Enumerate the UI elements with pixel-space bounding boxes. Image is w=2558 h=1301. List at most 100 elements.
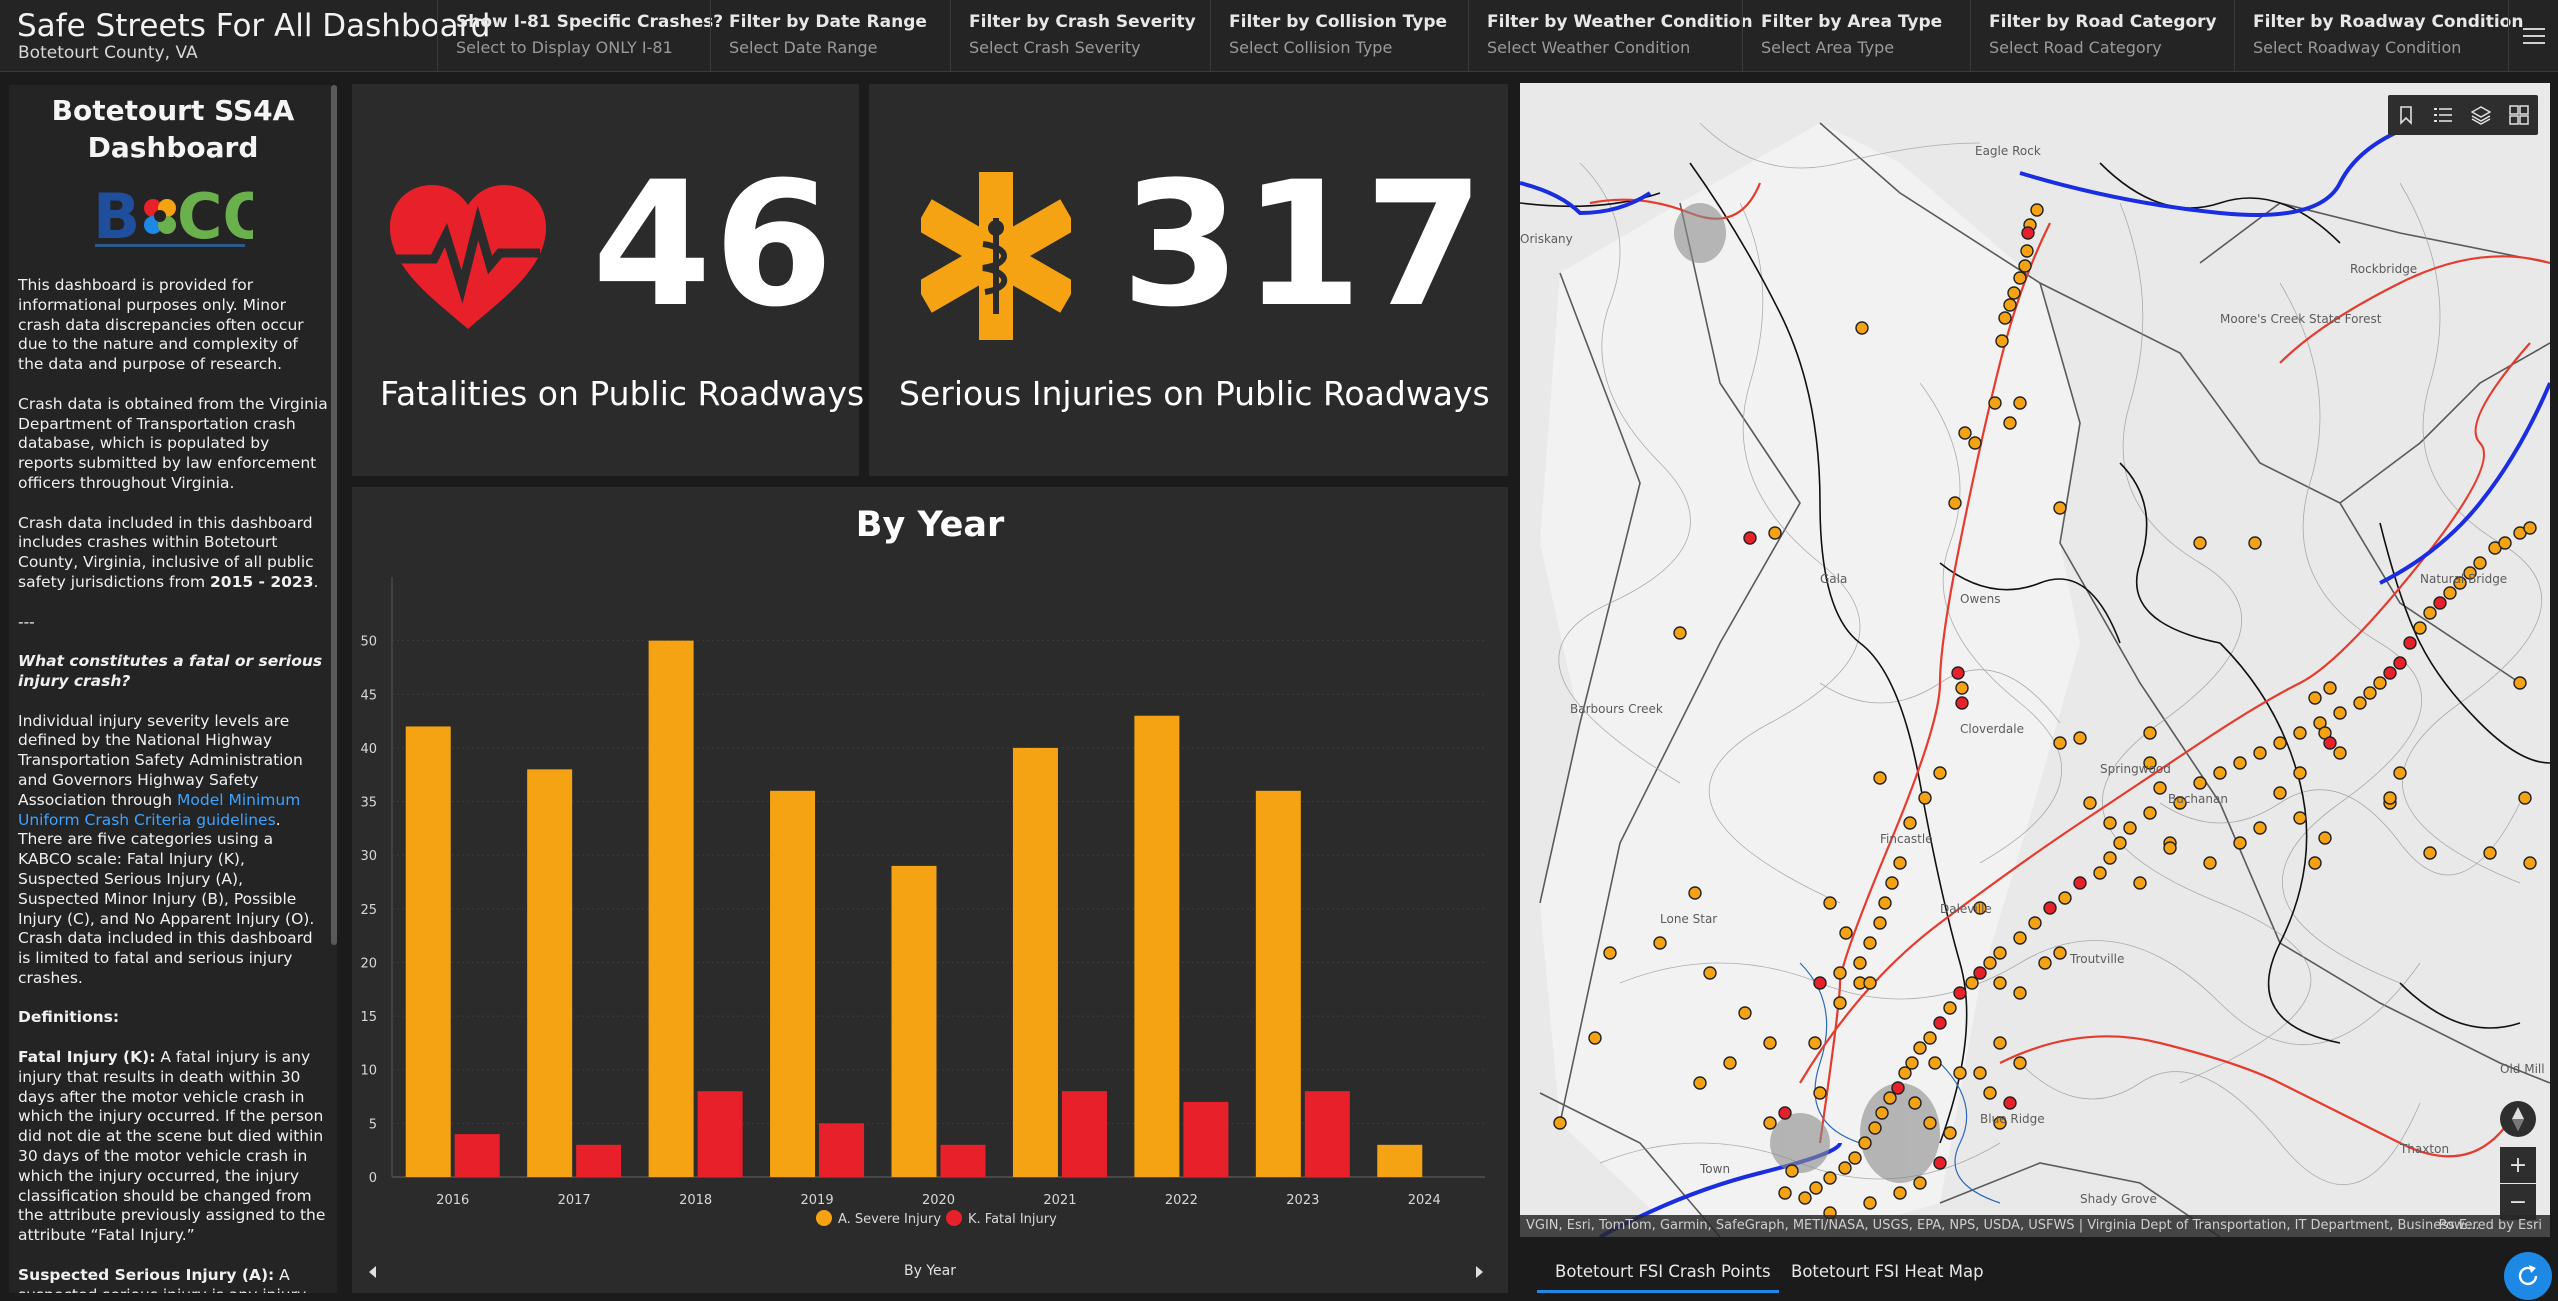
severe-crash-point[interactable] (2443, 586, 2457, 600)
severe-crash-point[interactable] (1953, 1066, 1967, 1080)
severe-crash-point[interactable] (2013, 931, 2027, 945)
powered-by-esri[interactable]: Powered by Esri (2438, 1218, 2542, 1233)
severe-crash-point[interactable] (1855, 321, 1869, 335)
severe-crash-point[interactable] (1858, 1136, 1872, 1150)
bar-severe-2020[interactable] (891, 865, 937, 1177)
severe-crash-point[interactable] (1839, 926, 1853, 940)
crash-map[interactable]: Eagle Rock Buchanan Moore's Creek State … (1520, 83, 2550, 1237)
severe-crash-point[interactable] (1948, 496, 1962, 510)
severe-crash-point[interactable] (1673, 626, 1687, 640)
severe-crash-point[interactable] (1883, 1091, 1897, 1105)
bar-fatal-2021[interactable] (1061, 1091, 1107, 1177)
filter-date-range[interactable]: Filter by Date Range Select Date Range (710, 0, 950, 72)
filter-crash-severity[interactable]: Filter by Crash Severity Select Crash Se… (950, 0, 1210, 72)
severe-crash-point[interactable] (2498, 536, 2512, 550)
severe-crash-point[interactable] (1873, 771, 1887, 785)
severe-crash-point[interactable] (1763, 1116, 1777, 1130)
fatal-crash-point[interactable] (2003, 1096, 2017, 1110)
severe-crash-point[interactable] (2058, 891, 2072, 905)
severe-crash-point[interactable] (1923, 1116, 1937, 1130)
severe-crash-point[interactable] (1933, 766, 1947, 780)
severe-crash-point[interactable] (2143, 806, 2157, 820)
severe-crash-point[interactable] (1873, 916, 1887, 930)
severe-crash-point[interactable] (1838, 1161, 1852, 1175)
severe-crash-point[interactable] (2513, 676, 2527, 690)
severe-crash-point[interactable] (1893, 856, 1907, 870)
bar-severe-2022[interactable] (1134, 715, 1180, 1177)
severe-crash-point[interactable] (2273, 786, 2287, 800)
legend-label[interactable]: K. Fatal Injury (968, 1212, 1057, 1227)
sidebar-scrollbar[interactable] (331, 85, 337, 945)
severe-crash-point[interactable] (2143, 756, 2157, 770)
bookmark-icon[interactable] (2397, 105, 2415, 125)
tab-fsi-heat-map[interactable]: Botetourt FSI Heat Map (1791, 1262, 1984, 1281)
severe-crash-point[interactable] (2133, 876, 2147, 890)
severe-crash-point[interactable] (1998, 311, 2012, 325)
fatal-crash-point[interactable] (2383, 666, 2397, 680)
severe-crash-point[interactable] (2393, 766, 2407, 780)
fatal-crash-point[interactable] (1933, 1156, 1947, 1170)
severe-crash-point[interactable] (2013, 396, 2027, 410)
severe-crash-point[interactable] (2253, 746, 2267, 760)
severe-crash-point[interactable] (2293, 726, 2307, 740)
severe-crash-point[interactable] (2093, 866, 2107, 880)
severe-crash-point[interactable] (2103, 816, 2117, 830)
severe-crash-point[interactable] (1553, 1116, 1567, 1130)
severe-crash-point[interactable] (1863, 936, 1877, 950)
severe-crash-point[interactable] (2453, 576, 2467, 590)
severe-crash-point[interactable] (2053, 501, 2067, 515)
legend-marker[interactable] (816, 1210, 832, 1226)
severe-crash-point[interactable] (2233, 836, 2247, 850)
severe-crash-point[interactable] (1808, 1036, 1822, 1050)
legend-label[interactable]: A. Severe Injury (838, 1212, 941, 1227)
severe-crash-point[interactable] (1768, 526, 1782, 540)
severe-crash-point[interactable] (1923, 1031, 1937, 1045)
severe-crash-point[interactable] (1973, 1066, 1987, 1080)
severe-crash-point[interactable] (2073, 731, 2087, 745)
zoom-out-button[interactable]: − (2500, 1184, 2536, 1220)
severe-crash-point[interactable] (1785, 1164, 1799, 1178)
severe-crash-point[interactable] (1823, 1171, 1837, 1185)
severe-crash-point[interactable] (2013, 986, 2027, 1000)
severe-crash-point[interactable] (2413, 621, 2427, 635)
fatal-crash-point[interactable] (1743, 531, 1757, 545)
severe-crash-point[interactable] (1958, 426, 1972, 440)
severe-crash-point[interactable] (1973, 901, 1987, 915)
severe-crash-point[interactable] (2038, 956, 2052, 970)
severe-crash-point[interactable] (2113, 836, 2127, 850)
severe-crash-point[interactable] (1823, 896, 1837, 910)
severe-crash-point[interactable] (2028, 916, 2042, 930)
severe-crash-point[interactable] (1943, 1126, 1957, 1140)
severe-crash-point[interactable] (1893, 1186, 1907, 1200)
bar-fatal-2016[interactable] (454, 1134, 500, 1177)
severe-crash-point[interactable] (1943, 1001, 1957, 1015)
severe-crash-point[interactable] (2153, 781, 2167, 795)
bar-fatal-2018[interactable] (697, 1091, 743, 1177)
severe-crash-point[interactable] (1885, 876, 1899, 890)
severe-crash-point[interactable] (1965, 976, 1979, 990)
bar-fatal-2020[interactable] (940, 1144, 986, 1177)
severe-crash-point[interactable] (2233, 756, 2247, 770)
fatal-crash-point[interactable] (2043, 901, 2057, 915)
severe-crash-point[interactable] (1875, 1106, 1889, 1120)
severe-crash-point[interactable] (2053, 946, 2067, 960)
severe-crash-point[interactable] (2293, 766, 2307, 780)
mmucc-guidelines-link[interactable]: Model Minimum Uniform Crash Criteria gui… (18, 790, 301, 829)
severe-crash-point[interactable] (2163, 841, 2177, 855)
severe-crash-point[interactable] (2248, 536, 2262, 550)
severe-crash-point[interactable] (2013, 271, 2027, 285)
bar-severe-2016[interactable] (405, 726, 451, 1177)
severe-crash-point[interactable] (1993, 1116, 2007, 1130)
filter-weather-condition[interactable]: Filter by Weather Condition Select Weath… (1468, 0, 1753, 72)
severe-crash-point[interactable] (1653, 936, 1667, 950)
legend-marker[interactable] (946, 1210, 962, 1226)
fatal-crash-point[interactable] (2433, 596, 2447, 610)
severe-crash-point[interactable] (2333, 746, 2347, 760)
fatal-crash-point[interactable] (2073, 876, 2087, 890)
fatal-crash-point[interactable] (1951, 666, 1965, 680)
severe-crash-point[interactable] (1738, 1006, 1752, 1020)
filter-road-category[interactable]: Filter by Road Category Select Road Cate… (1970, 0, 2234, 72)
severe-crash-point[interactable] (2518, 791, 2532, 805)
severe-crash-point[interactable] (2253, 821, 2267, 835)
severe-crash-point[interactable] (1798, 1191, 1812, 1205)
